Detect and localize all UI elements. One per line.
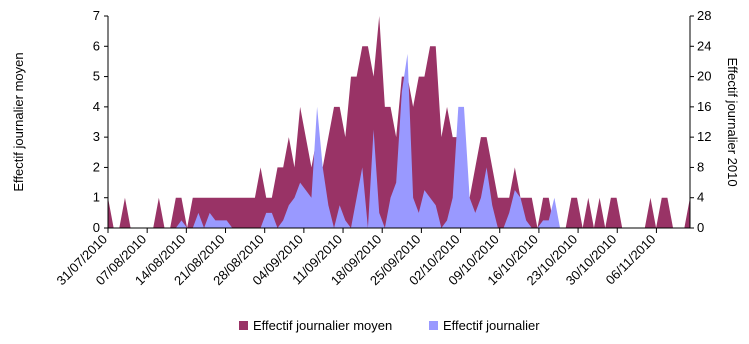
right-y-tick-label: 24 <box>697 38 711 53</box>
area-series-1 <box>108 16 690 228</box>
right-axis-title: Effectif journalier 2010 <box>725 57 740 186</box>
right-y-tick-label: 20 <box>697 69 711 84</box>
right-y-ticks: 0 4 8 12 16 20 24 28 <box>690 8 711 235</box>
left-y-tick-label: 4 <box>93 99 100 114</box>
left-y-tick-label: 1 <box>93 190 100 205</box>
left-y-tick-label: 6 <box>93 38 100 53</box>
left-y-tick-label: 0 <box>93 220 100 235</box>
left-y-tick-label: 3 <box>93 129 100 144</box>
left-y-tick-label: 5 <box>93 69 100 84</box>
left-y-tick-label: 2 <box>93 159 100 174</box>
legend-label-series-1: Effectif journalier moyen <box>253 318 392 333</box>
left-y-tick-label: 7 <box>93 8 100 23</box>
left-axis-title: Effectif journalier moyen <box>11 52 26 191</box>
right-y-tick-label: 4 <box>697 190 704 205</box>
right-y-tick-label: 28 <box>697 8 711 23</box>
right-y-tick-label: 0 <box>697 220 704 235</box>
x-ticks: 31/07/201007/08/201014/08/201021/08/2010… <box>53 228 659 288</box>
right-y-tick-label: 16 <box>697 99 711 114</box>
area-series-2 <box>108 53 690 228</box>
axes <box>107 16 691 229</box>
legend-swatch-series-2 <box>429 321 438 330</box>
legend-label-series-2: Effectif journalier <box>443 318 540 333</box>
right-y-tick-label: 8 <box>697 159 704 174</box>
legend-swatch-series-1 <box>239 321 248 330</box>
legend: Effectif journalier moyen Effectif journ… <box>239 318 540 333</box>
left-y-ticks: 0 1 2 3 4 5 6 7 <box>93 8 108 235</box>
right-y-tick-label: 12 <box>697 129 711 144</box>
plot-area <box>108 16 690 228</box>
